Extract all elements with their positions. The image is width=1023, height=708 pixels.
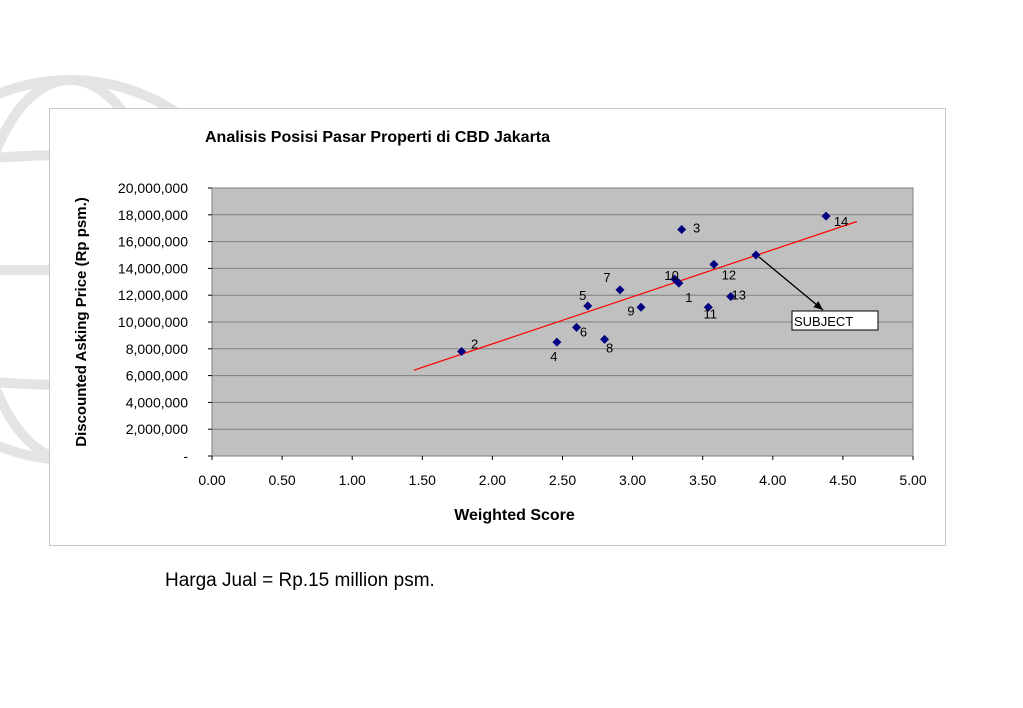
data-label: 1	[685, 290, 692, 305]
subject-box	[791, 310, 879, 331]
subject-arrowhead	[813, 301, 823, 310]
x-tick-label: 3.50	[689, 472, 716, 488]
data-label: 10	[664, 268, 678, 283]
x-tick-label: 2.00	[479, 472, 506, 488]
x-tick-label: 5.00	[899, 472, 926, 488]
data-label: 5	[579, 288, 586, 303]
data-label: 12	[722, 267, 736, 282]
x-tick-label: 2.50	[549, 472, 576, 488]
x-axis-label: Weighted Score	[454, 507, 575, 524]
y-tick-label: 8,000,000	[126, 341, 188, 357]
y-tick-label: 4,000,000	[126, 394, 188, 410]
x-tick-label: 0.00	[198, 472, 225, 488]
x-tick-label: 4.00	[759, 472, 786, 488]
y-tick-label: 16,000,000	[118, 234, 188, 250]
y-tick-label: 6,000,000	[126, 368, 188, 384]
y-tick-label: 10,000,000	[118, 314, 188, 330]
data-label: 6	[580, 324, 587, 339]
data-label: 2	[471, 336, 478, 351]
data-label: 11	[704, 306, 718, 321]
data-point	[703, 302, 713, 312]
data-point	[636, 302, 646, 312]
chart-frame: - 2,000,000 4,000,000 6,000,000 8,000,000 10,…	[49, 108, 946, 546]
data-point	[572, 322, 582, 332]
y-tick-label: 12,000,000	[118, 287, 188, 303]
subject-arrow	[758, 256, 824, 311]
data-point	[457, 346, 467, 356]
x-tick-label: 1.50	[409, 472, 436, 488]
data-point	[821, 211, 831, 221]
data-point	[615, 285, 625, 295]
subject-label: SUBJECT	[794, 314, 853, 329]
x-tick-label: 4.50	[829, 472, 856, 488]
data-label: 13	[732, 288, 746, 303]
data-label: 7	[603, 270, 610, 285]
data-point	[583, 301, 593, 311]
data-point	[709, 259, 719, 269]
x-tick-label: 1.00	[339, 472, 366, 488]
data-point	[600, 334, 610, 344]
data-point	[726, 292, 736, 302]
data-point	[552, 337, 562, 347]
caption-text: Harga Jual = Rp.15 million psm.	[165, 570, 435, 591]
data-label: 4	[550, 349, 557, 364]
y-tick-label: 20,000,000	[118, 180, 188, 196]
x-tick-label: 3.00	[619, 472, 646, 488]
x-tick-label: 0.50	[268, 472, 295, 488]
data-label: 8	[606, 340, 613, 355]
chart-title: Analisis Posisi Pasar Properti di CBD Ja…	[205, 129, 550, 146]
subject-point	[751, 250, 761, 260]
data-point	[677, 225, 687, 235]
subject-annotation: SUBJECT	[758, 256, 879, 331]
y-tick-label: 2,000,000	[126, 421, 188, 437]
data-point	[670, 274, 680, 284]
y-axis-label: Discounted Asking Price (Rp psm.)	[73, 197, 90, 447]
data-label: 9	[627, 303, 634, 318]
trendline	[413, 220, 858, 371]
data-label: 14	[834, 214, 848, 229]
y-tick-label: -	[183, 448, 188, 464]
y-tick-label: 18,000,000	[118, 207, 188, 223]
y-tick-label: 14,000,000	[118, 260, 188, 276]
scatter-chart: - 2,000,000 4,000,000 6,000,000 8,000,000 10,…	[73, 129, 927, 524]
axes: - 2,000,000 4,000,000 6,000,000 8,000,000 10,…	[118, 180, 927, 488]
data-label: 3	[693, 221, 700, 236]
